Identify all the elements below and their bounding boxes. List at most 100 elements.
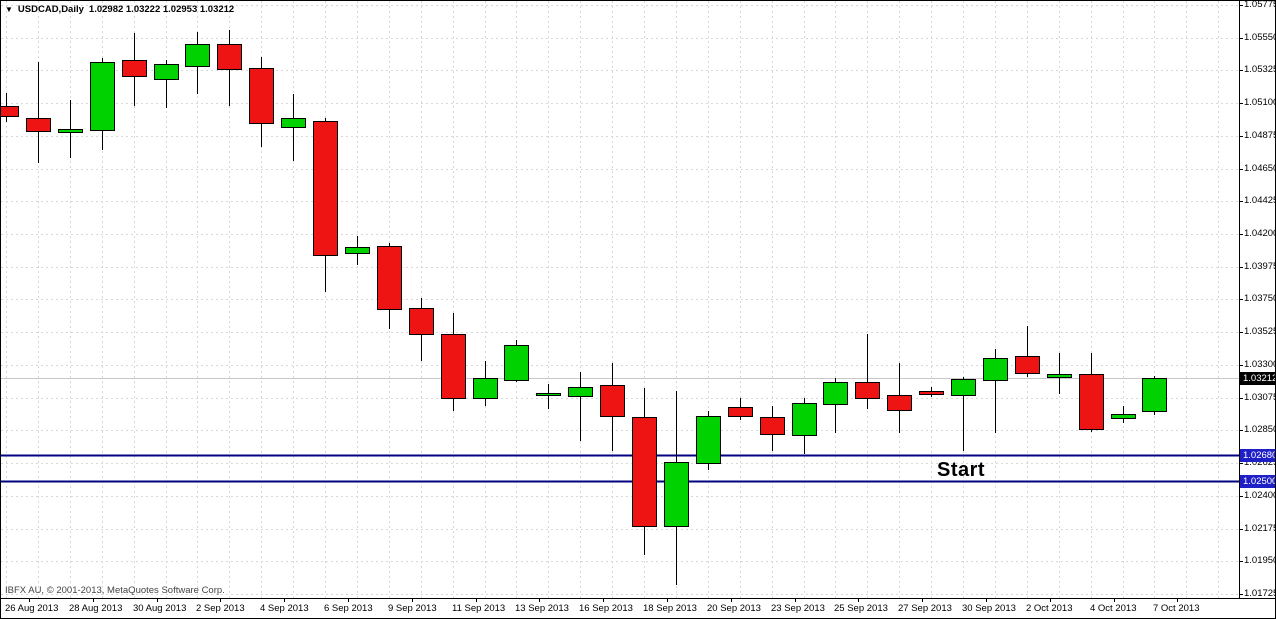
price-tick-mark bbox=[1239, 5, 1243, 6]
price-tick-label: 1.02400 bbox=[1244, 490, 1276, 501]
price-tick-label: 1.04650 bbox=[1244, 163, 1276, 174]
time-tick-mark bbox=[731, 599, 732, 602]
candle-body-bull bbox=[1142, 378, 1167, 412]
price-tick-mark bbox=[1239, 463, 1243, 464]
time-tick-label: 4 Oct 2013 bbox=[1090, 603, 1137, 614]
price-tick-label: 1.04875 bbox=[1244, 130, 1276, 141]
candle-body-bear bbox=[728, 407, 753, 417]
chevron-down-icon[interactable]: ▼ bbox=[5, 4, 13, 14]
time-tick-label: 30 Sep 2013 bbox=[962, 603, 1016, 614]
candle-body-bull bbox=[823, 382, 848, 405]
candle-body-bear bbox=[600, 385, 625, 417]
candle-body-bear bbox=[122, 60, 147, 77]
candle-body-bear bbox=[1015, 356, 1040, 374]
time-tick-label: 18 Sep 2013 bbox=[643, 603, 697, 614]
time-tick-mark bbox=[157, 599, 158, 602]
price-tick-mark bbox=[1239, 103, 1243, 104]
price-tick-mark bbox=[1239, 561, 1243, 562]
candle-body-bear bbox=[887, 395, 912, 411]
candle-body-bear bbox=[760, 417, 785, 435]
price-tick-mark bbox=[1239, 201, 1243, 202]
time-tick-mark bbox=[1114, 599, 1115, 602]
candle-body-bull bbox=[792, 403, 817, 436]
price-tick-mark bbox=[1239, 365, 1243, 366]
time-tick-mark bbox=[858, 599, 859, 602]
time-tick-label: 20 Sep 2013 bbox=[707, 603, 761, 614]
price-axis-border bbox=[1239, 1, 1240, 598]
time-tick-mark bbox=[667, 599, 668, 602]
candle-body-bull bbox=[281, 118, 306, 128]
time-tick-mark bbox=[1177, 599, 1178, 602]
start-annotation[interactable]: Start bbox=[937, 459, 986, 481]
time-tick-label: 6 Sep 2013 bbox=[324, 603, 373, 614]
candle-body-bear bbox=[1, 106, 19, 117]
time-tick-label: 13 Sep 2013 bbox=[515, 603, 569, 614]
candle-body-bull bbox=[345, 247, 370, 254]
hline-price-label-lower: 1.02500 bbox=[1240, 475, 1275, 488]
price-tick-mark bbox=[1239, 38, 1243, 39]
candle-body-bear bbox=[441, 334, 466, 399]
time-tick-mark bbox=[284, 599, 285, 602]
time-tick-mark bbox=[1050, 599, 1051, 602]
time-tick-label: 2 Oct 2013 bbox=[1026, 603, 1073, 614]
price-tick-mark bbox=[1239, 70, 1243, 71]
candle-body-bear bbox=[313, 121, 338, 256]
price-tick-label: 1.05775 bbox=[1244, 0, 1276, 10]
candle-body-bull bbox=[185, 44, 210, 67]
current-price-label: 1.03212 bbox=[1240, 372, 1275, 385]
time-tick-mark bbox=[476, 599, 477, 602]
time-tick-label: 27 Sep 2013 bbox=[898, 603, 952, 614]
candle-body-bull bbox=[1111, 414, 1136, 419]
candle-body-bull bbox=[568, 387, 593, 397]
time-tick-label: 7 Oct 2013 bbox=[1153, 603, 1200, 614]
price-tick-label: 1.05325 bbox=[1244, 64, 1276, 75]
price-tick-label: 1.05550 bbox=[1244, 32, 1276, 43]
price-tick-label: 1.02175 bbox=[1244, 523, 1276, 534]
price-tick-label: 1.03750 bbox=[1244, 293, 1276, 304]
candle-body-bear bbox=[409, 308, 434, 335]
time-tick-mark bbox=[795, 599, 796, 602]
symbol-period-label: USDCAD,Daily bbox=[17, 4, 84, 15]
time-tick-label: 25 Sep 2013 bbox=[834, 603, 888, 614]
time-tick-mark bbox=[539, 599, 540, 602]
price-tick-mark bbox=[1239, 430, 1243, 431]
time-tick-mark bbox=[986, 599, 987, 602]
candle-body-bull bbox=[536, 393, 561, 396]
candle-body-bull bbox=[154, 64, 179, 80]
price-tick-mark bbox=[1239, 496, 1243, 497]
time-tick-mark bbox=[93, 599, 94, 602]
candle-body-bear bbox=[217, 44, 242, 70]
candle-body-bear bbox=[377, 246, 402, 310]
time-tick-label: 11 Sep 2013 bbox=[452, 603, 506, 614]
price-tick-label: 1.03300 bbox=[1244, 359, 1276, 370]
price-tick-label: 1.02625 bbox=[1244, 457, 1276, 468]
candle-body-bull bbox=[473, 378, 498, 399]
candle-body-bear bbox=[632, 417, 657, 527]
price-tick-mark bbox=[1239, 267, 1243, 268]
time-axis[interactable]: 26 Aug 2013 28 Aug 2013 30 Aug 2013 2 Sep 2… bbox=[1, 599, 1275, 618]
candle-body-bull bbox=[983, 358, 1008, 381]
time-tick-mark bbox=[922, 599, 923, 602]
candle-body-bull bbox=[504, 345, 529, 381]
price-tick-mark bbox=[1239, 398, 1243, 399]
candle-body-bull bbox=[58, 129, 83, 133]
price-tick-label: 1.04425 bbox=[1244, 195, 1276, 206]
price-tick-mark bbox=[1239, 529, 1243, 530]
price-tick-mark bbox=[1239, 136, 1243, 137]
price-tick-mark bbox=[1239, 332, 1243, 333]
time-tick-mark bbox=[29, 599, 30, 602]
price-tick-label: 1.02850 bbox=[1244, 424, 1276, 435]
time-tick-label: 30 Aug 2013 bbox=[133, 603, 187, 614]
candle-body-bull bbox=[951, 379, 976, 396]
time-axis-border bbox=[1, 598, 1275, 599]
price-axis[interactable]: 1.03212 1.02680 1.02500 1.05775 1.05550 1.… bbox=[1239, 0, 1276, 618]
time-tick-label: 26 Aug 2013 bbox=[5, 603, 59, 614]
candle-body-bull bbox=[1047, 374, 1072, 378]
candlestick-chart[interactable] bbox=[1, 1, 1239, 598]
candle-body-bear bbox=[919, 391, 944, 395]
price-tick-label: 1.03525 bbox=[1244, 326, 1276, 337]
price-tick-label: 1.01725 bbox=[1244, 588, 1276, 599]
price-tick-mark bbox=[1239, 169, 1243, 170]
time-tick-mark bbox=[603, 599, 604, 602]
